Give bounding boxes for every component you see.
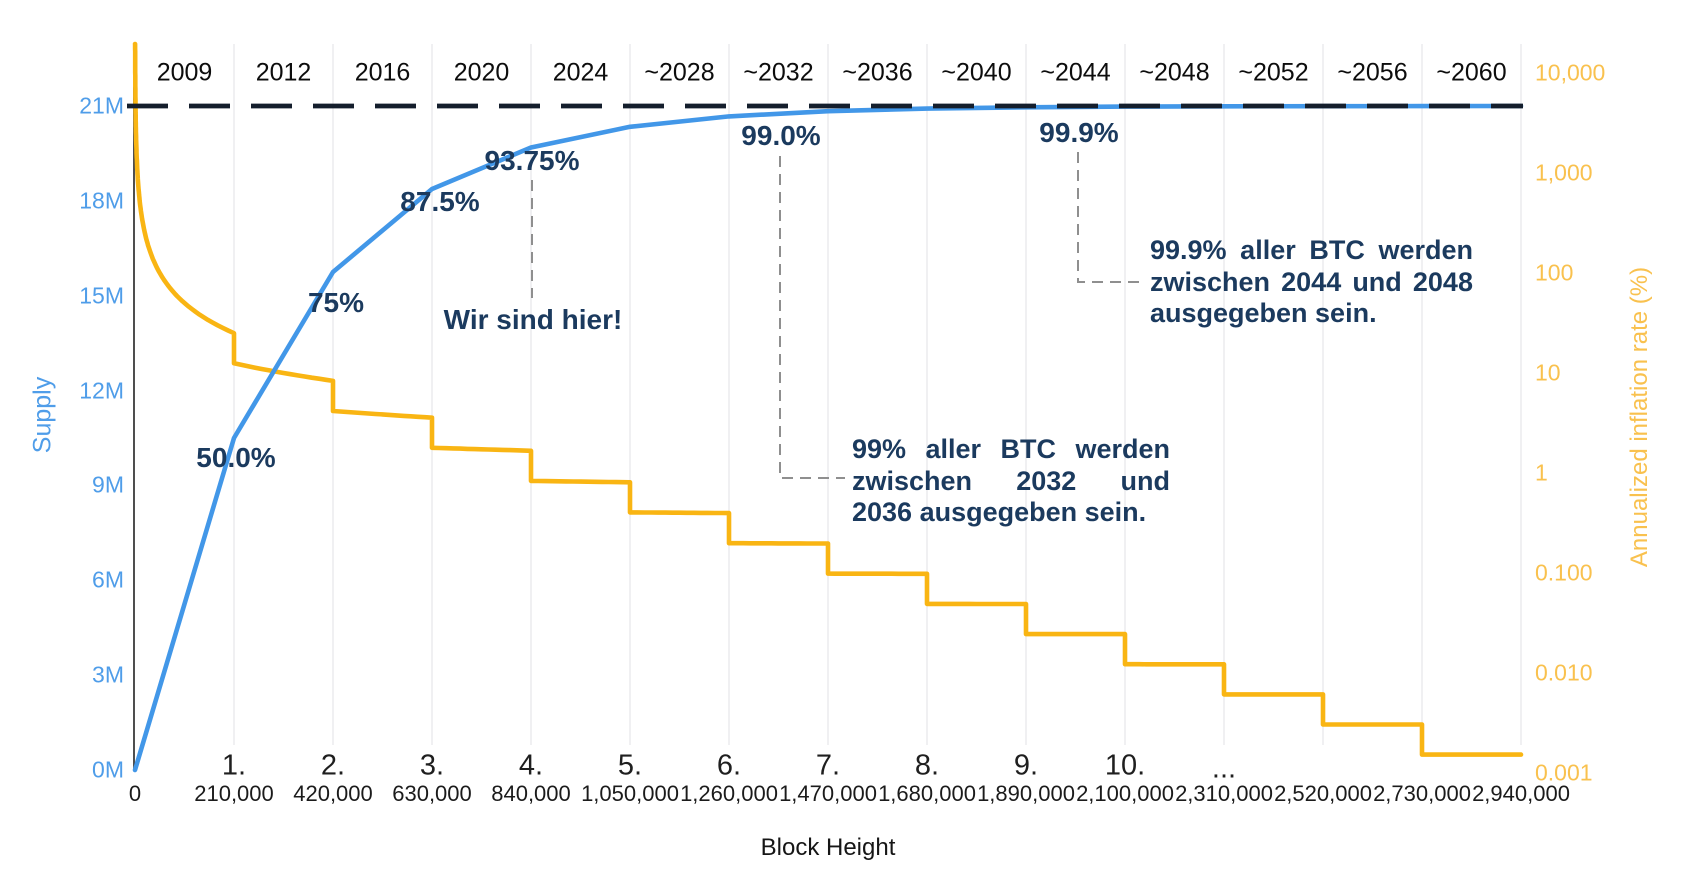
supply-line — [132, 103, 1524, 773]
inflation-line — [132, 41, 1524, 757]
callout-connector — [779, 156, 845, 479]
callout-connector — [1077, 152, 1141, 283]
